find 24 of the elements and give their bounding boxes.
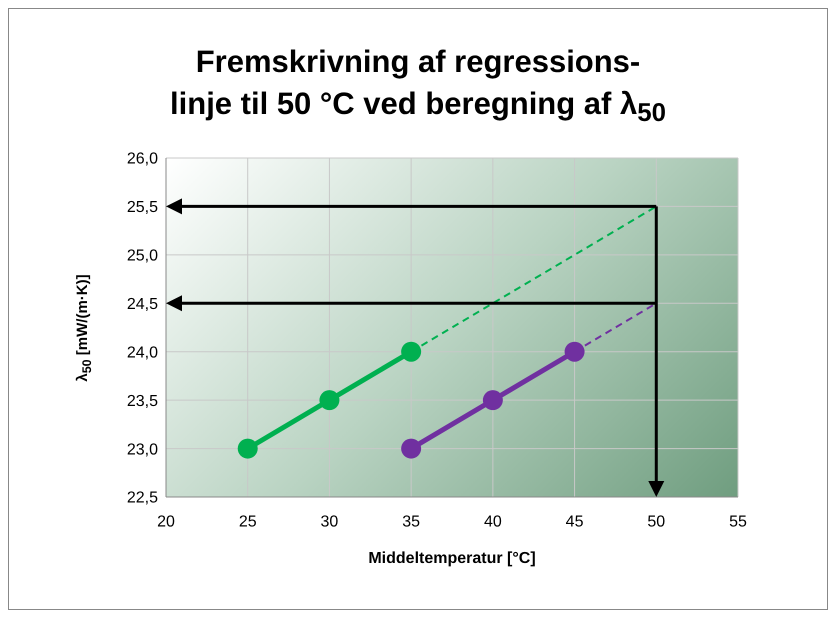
x-tick-label: 20 xyxy=(157,513,175,530)
x-tick-label: 35 xyxy=(402,513,420,530)
y-tick-label: 23,0 xyxy=(126,441,158,458)
point xyxy=(564,342,585,362)
x-tick-label: 50 xyxy=(647,513,666,530)
y-tick-label: 25,5 xyxy=(126,199,158,216)
point xyxy=(319,390,340,410)
x-tick-label: 40 xyxy=(484,513,502,530)
point xyxy=(401,342,422,362)
y-tick-label: 23,5 xyxy=(126,392,158,410)
y-tick-label: 25,0 xyxy=(126,248,158,265)
point xyxy=(238,438,258,459)
point xyxy=(401,438,422,459)
y-tick-label: 24,0 xyxy=(126,344,158,362)
chart-title: Fremskrivning af regressions- linje til 50 °C ved beregning af λ$_{50}$ xyxy=(169,43,667,130)
y-tick-label: 24,5 xyxy=(126,296,158,313)
point xyxy=(482,390,503,410)
y-tick-label: 22,5 xyxy=(126,490,158,507)
x-tick-label: 45 xyxy=(566,513,584,530)
x-tick-label: 55 xyxy=(729,513,747,530)
x-tick-label: 30 xyxy=(320,513,338,530)
y-tick-label: 26,0 xyxy=(126,150,158,168)
x-tick-label: 25 xyxy=(238,513,257,530)
x-axis-title: Middeltemperatur [°C] xyxy=(368,550,536,567)
